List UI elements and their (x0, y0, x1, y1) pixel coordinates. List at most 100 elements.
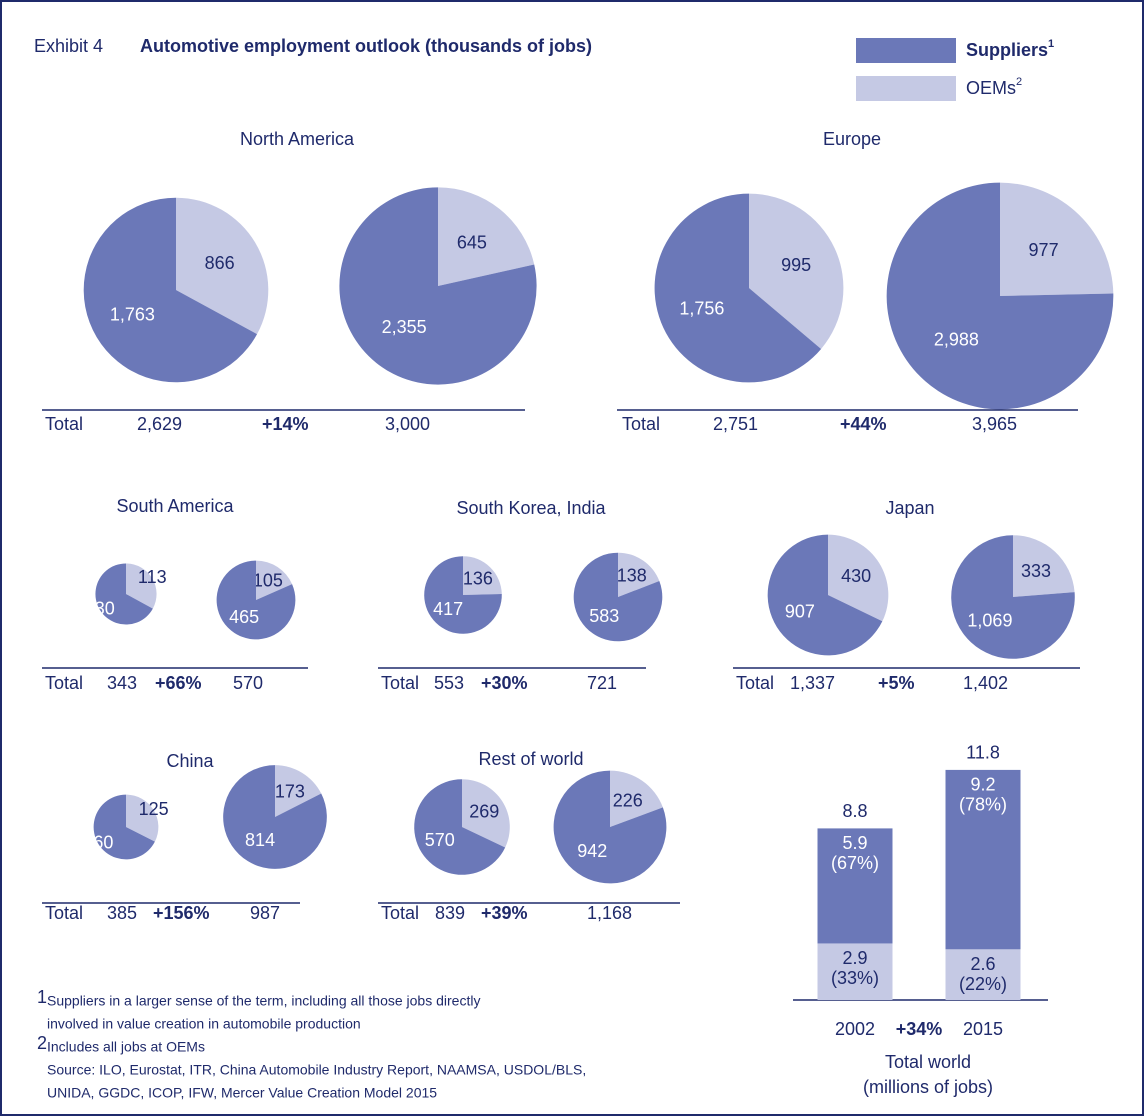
pie-slice (176, 197, 269, 335)
pie-value-label: 269 (469, 802, 499, 822)
region-title: Rest of world (478, 749, 583, 769)
total-value: 3,965 (972, 414, 1017, 434)
pie-value-label: 1,756 (679, 299, 724, 319)
total-caption: Total (45, 903, 83, 923)
total-value: 987 (250, 903, 280, 923)
pie-value-label: 465 (229, 607, 259, 627)
bar-total: 11.8 (966, 743, 1000, 763)
pie-slice (438, 187, 535, 286)
pie-value-label: 942 (577, 841, 607, 861)
segment-share: (67%) (831, 853, 879, 873)
pie-slice (654, 193, 822, 383)
x-tick-label: 2002 (835, 1019, 875, 1039)
total-value: 1,337 (790, 673, 835, 693)
total-value: 721 (587, 673, 617, 693)
pie-value-label: 907 (785, 601, 815, 621)
legend-swatch (856, 38, 956, 63)
pie-slice (275, 765, 322, 817)
bar-segment (945, 769, 1021, 950)
footnote-text: involved in value creation in automobile… (47, 1016, 361, 1032)
total-value: 553 (434, 673, 464, 693)
footnote-text: Suppliers in a larger sense of the term,… (47, 993, 480, 1009)
pie-slice (749, 193, 844, 349)
pie-slice (1000, 182, 1114, 296)
pie-value-label: 226 (613, 790, 643, 810)
total-caption: Total (622, 414, 660, 434)
pie-value-label: 105 (253, 571, 283, 591)
legend-note: 1 (1048, 38, 1054, 50)
pie-value-label: 230 (85, 598, 115, 618)
pie-slice (610, 770, 663, 827)
pie-slice (767, 534, 883, 656)
total-value: 1,402 (963, 673, 1008, 693)
pie-value-label: 645 (457, 232, 487, 252)
region-title: China (166, 751, 214, 771)
region-title: Japan (885, 498, 934, 518)
chart-title: Automotive employment outlook (thousands… (140, 36, 592, 56)
total-caption: Total (381, 673, 419, 693)
pie-slice (463, 556, 502, 595)
pie-value-label: 260 (83, 833, 113, 853)
footnote-mark: 1 (37, 987, 47, 1007)
pie-slice (93, 794, 155, 860)
pie-slice (126, 563, 157, 609)
legend-text: Suppliers (966, 40, 1048, 60)
pie-value-label: 570 (425, 830, 455, 850)
total-value: 570 (233, 673, 263, 693)
region-title: North America (240, 129, 355, 149)
pie-value-label: 1,069 (967, 611, 1012, 631)
pie-value-label: 173 (275, 781, 305, 801)
bar-segment (817, 828, 893, 944)
pie-value-label: 333 (1021, 561, 1051, 581)
bar-subtitle: (millions of jobs) (863, 1077, 993, 1097)
segment-share: (22%) (959, 974, 1007, 994)
bar-title: Total world (885, 1052, 971, 1072)
pie-value-label: 995 (781, 255, 811, 275)
segment-value: 2.6 (970, 954, 995, 974)
footnote-mark: 2 (37, 1033, 47, 1053)
pie-slice (126, 794, 159, 842)
pie-value-label: 138 (617, 566, 647, 586)
pie-slice (83, 197, 258, 383)
change-label: +34% (896, 1019, 943, 1039)
total-value: 385 (107, 903, 137, 923)
pie-slice (618, 552, 660, 597)
legend-label: Suppliers1 (966, 38, 1054, 60)
pie-slice (886, 182, 1114, 410)
total-value: 2,751 (713, 414, 758, 434)
bar-segment (945, 949, 1021, 1000)
pie-slice (951, 535, 1075, 659)
pie-slice (1013, 535, 1075, 597)
source-text: Source: ILO, Eurostat, ITR, China Automo… (47, 1062, 586, 1078)
pie-slice (216, 560, 296, 640)
pie-slice (553, 770, 667, 884)
pie-value-label: 125 (139, 799, 169, 819)
change-label: +156% (153, 903, 210, 923)
pie-value-label: 136 (463, 568, 493, 588)
footnote-text: Includes all jobs at OEMs (47, 1039, 205, 1055)
change-label: +14% (262, 414, 309, 434)
pie-slice (223, 765, 327, 869)
total-caption: Total (45, 673, 83, 693)
legend-label: OEMs2 (966, 76, 1022, 98)
region-title: South Korea, India (456, 498, 606, 518)
pie-value-label: 2,355 (382, 317, 427, 337)
pie-value-label: 2,988 (934, 329, 979, 349)
segment-share: (33%) (831, 968, 879, 988)
pie-slice (95, 563, 153, 625)
region-title: South America (116, 496, 234, 516)
total-value: 1,168 (587, 903, 632, 923)
pie-slice (424, 556, 502, 634)
legend-note: 2 (1016, 76, 1022, 88)
segment-share: (78%) (959, 795, 1007, 815)
change-label: +5% (878, 673, 915, 693)
pie-value-label: 113 (138, 567, 167, 587)
pie-value-label: 814 (245, 830, 275, 850)
bar-total: 8.8 (842, 801, 867, 821)
bar-segment (817, 943, 893, 1000)
total-value: 3,000 (385, 414, 430, 434)
legend-swatch (856, 76, 956, 101)
change-label: +39% (481, 903, 528, 923)
x-tick-label: 2015 (963, 1019, 1003, 1039)
